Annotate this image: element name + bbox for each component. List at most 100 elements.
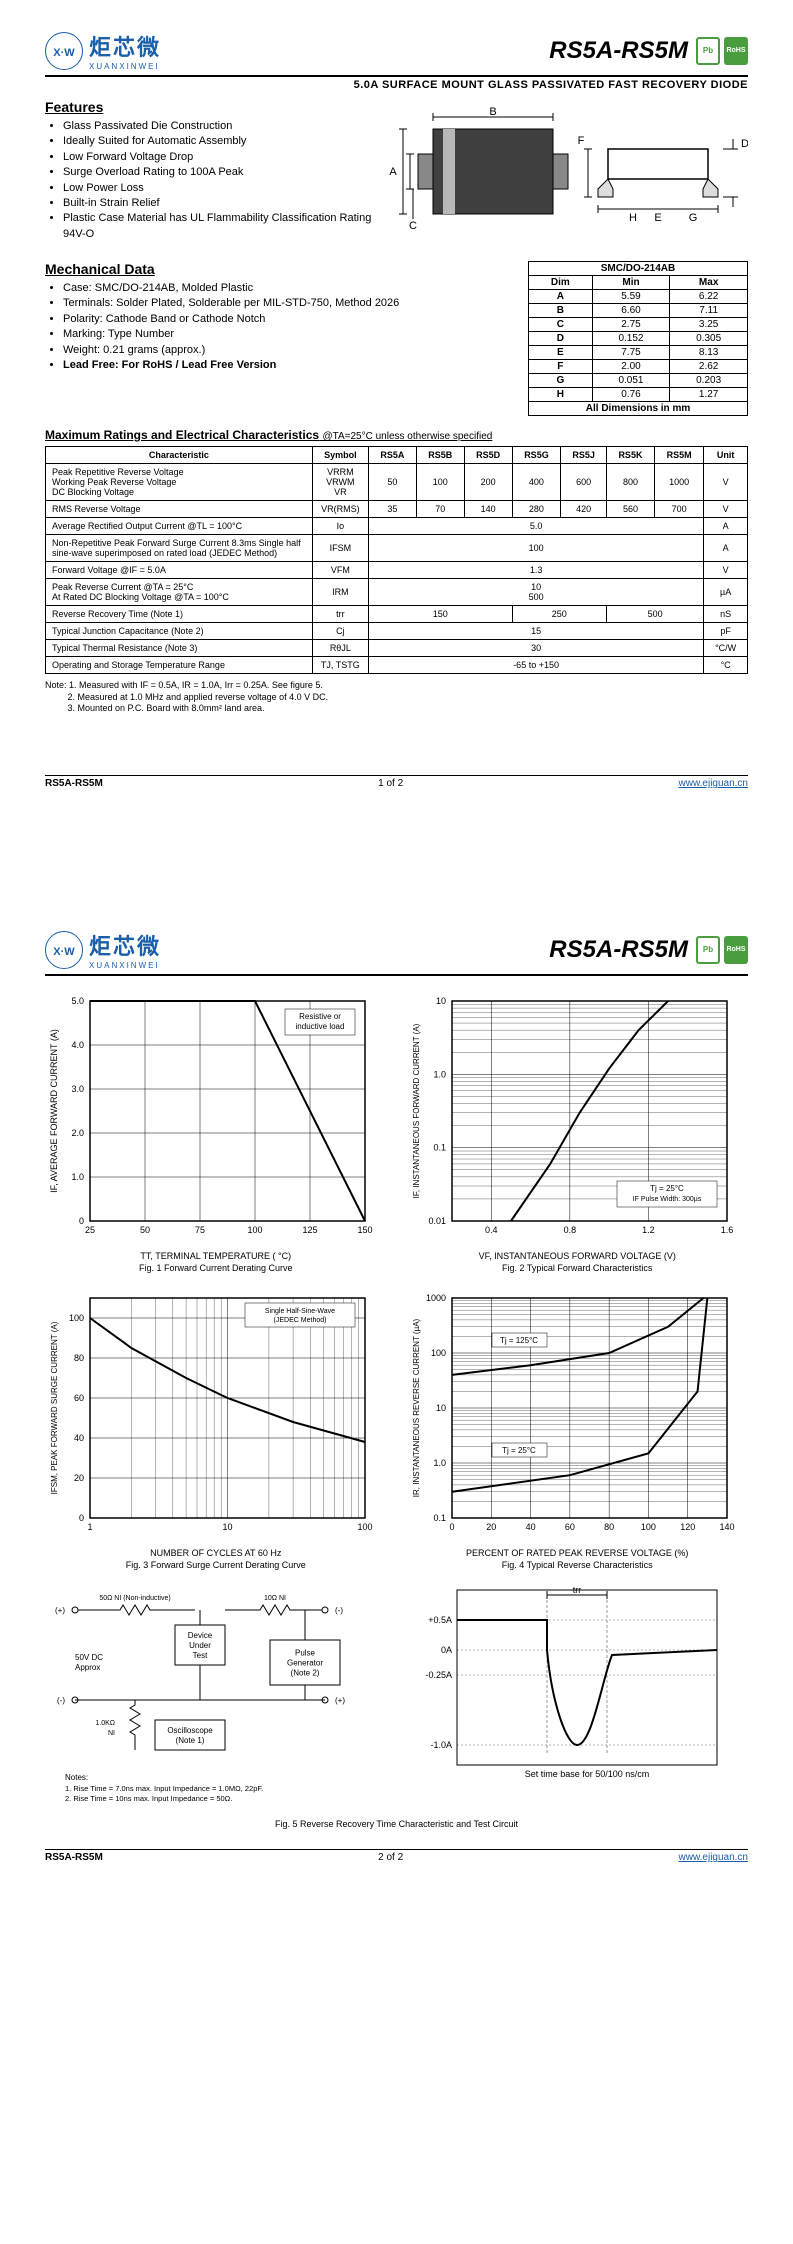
svg-text:trr: trr (572, 1585, 581, 1595)
svg-text:X·W: X·W (53, 47, 75, 59)
part-number: RS5A-RS5M (549, 936, 688, 964)
features-title: Features (45, 99, 378, 115)
svg-text:-0.25A: -0.25A (425, 1670, 452, 1680)
svg-text:0.1: 0.1 (433, 1143, 446, 1153)
svg-text:1: 1 (87, 1522, 92, 1532)
mechanical-data-list: Case: SMC/DO-214AB, Molded PlasticTermin… (45, 281, 508, 373)
mechanical-data-title: Mechanical Data (45, 261, 508, 277)
logo-cn-text: 炬芯微 (89, 30, 161, 62)
svg-text:5.0: 5.0 (71, 996, 84, 1006)
svg-text:1.0: 1.0 (433, 1069, 446, 1079)
footer-page: 1 of 2 (378, 778, 403, 789)
svg-text:Pulse: Pulse (295, 1649, 316, 1658)
svg-text:50V DC: 50V DC (75, 1653, 103, 1662)
svg-text:Under: Under (189, 1641, 211, 1650)
svg-text:2.0: 2.0 (71, 1128, 84, 1138)
svg-text:(-): (-) (57, 1696, 65, 1705)
page-footer: RS5A-RS5M 2 of 2 www.ejiguan.cn (45, 1849, 748, 1863)
mech-item: Case: SMC/DO-214AB, Molded Plastic (63, 281, 508, 296)
logo-icon: X·W (45, 32, 83, 70)
svg-text:50: 50 (140, 1225, 150, 1235)
compliance-badges: Pb RoHS (696, 37, 748, 65)
svg-text:10Ω NI: 10Ω NI (264, 1595, 286, 1602)
svg-text:80: 80 (74, 1353, 84, 1363)
logo-icon: X·W (45, 931, 83, 969)
svg-text:X·W: X·W (53, 946, 75, 958)
ratings-title: Maximum Ratings and Electrical Character… (45, 428, 748, 442)
svg-text:0.8: 0.8 (563, 1225, 576, 1235)
svg-text:1000: 1000 (425, 1293, 445, 1303)
logo: X·W 炬芯微 XUANXINWEI (45, 30, 161, 71)
svg-text:100: 100 (430, 1348, 445, 1358)
fig4-chart: 0204060801001201400.11.0101001000Tj = 12… (407, 1288, 749, 1570)
svg-text:IF Pulse Width: 300µs: IF Pulse Width: 300µs (632, 1196, 701, 1203)
part-number: RS5A-RS5M (549, 37, 688, 65)
svg-text:100: 100 (640, 1522, 655, 1532)
mech-item: Terminals: Solder Plated, Solderable per… (63, 296, 508, 311)
package-diagrams: B A C D F E (388, 99, 748, 249)
svg-text:E: E (654, 212, 661, 224)
fig5-circuit: 50Ω NI (Non-inductive)10Ω NIDeviceUnderT… (45, 1585, 387, 1815)
svg-text:(Note 2): (Note 2) (291, 1669, 320, 1678)
svg-text:(JEDEC Method): (JEDEC Method) (274, 1317, 327, 1324)
svg-text:4.0: 4.0 (71, 1040, 84, 1050)
svg-text:50Ω NI (Non-inductive): 50Ω NI (Non-inductive) (99, 1595, 170, 1602)
ratings-section: Maximum Ratings and Electrical Character… (45, 428, 748, 674)
feature-item: Low Power Loss (63, 181, 378, 196)
pb-free-badge: Pb (696, 936, 720, 964)
svg-text:(Note 1): (Note 1) (176, 1736, 205, 1745)
mech-item: Marking: Type Number (63, 327, 508, 342)
feature-item: Plastic Case Material has UL Flammabilit… (63, 211, 378, 242)
svg-text:10: 10 (222, 1522, 232, 1532)
logo-en-text: XUANXINWEI (89, 62, 161, 71)
fig5-waveform: +0.5A0A-0.25A-1.0AtrrSet time base for 5… (407, 1585, 749, 1815)
logo: X·W 炬芯微 XUANXINWEI (45, 929, 161, 970)
svg-text:120: 120 (680, 1522, 695, 1532)
svg-text:IFSM, PEAK FORWARD SURGE CURRE: IFSM, PEAK FORWARD SURGE CURRENT (A) (50, 1321, 59, 1494)
svg-text:0: 0 (449, 1522, 454, 1532)
svg-text:Set time base for 50/100 ns/cm: Set time base for 50/100 ns/cm (524, 1769, 649, 1779)
svg-text:F: F (578, 135, 585, 147)
footer-part: RS5A-RS5M (45, 778, 103, 789)
svg-text:B: B (489, 106, 496, 118)
svg-text:40: 40 (74, 1433, 84, 1443)
svg-text:20: 20 (486, 1522, 496, 1532)
svg-text:Approx: Approx (75, 1663, 100, 1672)
svg-text:(+): (+) (335, 1696, 345, 1705)
svg-text:140: 140 (719, 1522, 734, 1532)
svg-text:IF, INSTANTANEOUS FORWARD CURR: IF, INSTANTANEOUS FORWARD CURRENT (A) (412, 1023, 421, 1198)
dimensions-table: SMC/DO-214AB DimMinMax A5.596.22B6.607.1… (528, 261, 748, 416)
svg-text:60: 60 (74, 1393, 84, 1403)
mech-item: Lead Free: For RoHS / Lead Free Version (63, 358, 508, 373)
rohs-badge: RoHS (724, 936, 748, 964)
svg-text:-1.0A: -1.0A (430, 1740, 452, 1750)
mech-item: Weight: 0.21 grams (approx.) (63, 343, 508, 358)
svg-text:1.0: 1.0 (71, 1172, 84, 1182)
svg-text:A: A (389, 166, 397, 178)
svg-text:C: C (409, 220, 417, 232)
svg-text:125: 125 (302, 1225, 317, 1235)
page-header: X·W 炬芯微 XUANXINWEI RS5A-RS5M Pb RoHS (45, 30, 748, 77)
svg-text:Resistive or: Resistive or (299, 1012, 341, 1021)
svg-text:2. Rise Time = 10ns max. Input: 2. Rise Time = 10ns max. Input Impedance… (65, 1794, 232, 1803)
footer-url: www.ejiguan.cn (679, 778, 748, 789)
svg-text:+0.5A: +0.5A (428, 1615, 452, 1625)
page-footer: RS5A-RS5M 1 of 2 www.ejiguan.cn (45, 775, 748, 789)
ratings-table: CharacteristicSymbolRS5ARS5BRS5DRS5GRS5J… (45, 446, 748, 674)
svg-text:10: 10 (435, 1403, 445, 1413)
svg-text:10: 10 (435, 996, 445, 1006)
rohs-badge: RoHS (724, 37, 748, 65)
svg-text:Tj = 125°C: Tj = 125°C (499, 1336, 537, 1345)
svg-text:1.2: 1.2 (642, 1225, 655, 1235)
svg-text:NI: NI (108, 1730, 115, 1737)
svg-text:100: 100 (247, 1225, 262, 1235)
svg-text:Notes:: Notes: (65, 1773, 88, 1782)
feature-item: Low Forward Voltage Drop (63, 150, 378, 165)
svg-text:0: 0 (79, 1216, 84, 1226)
svg-text:40: 40 (525, 1522, 535, 1532)
svg-text:80: 80 (604, 1522, 614, 1532)
svg-text:Oscilloscope: Oscilloscope (167, 1726, 213, 1735)
pb-free-badge: Pb (696, 37, 720, 65)
product-description: 5.0A SURFACE MOUNT GLASS PASSIVATED FAST… (45, 79, 748, 91)
svg-text:150: 150 (357, 1225, 372, 1235)
